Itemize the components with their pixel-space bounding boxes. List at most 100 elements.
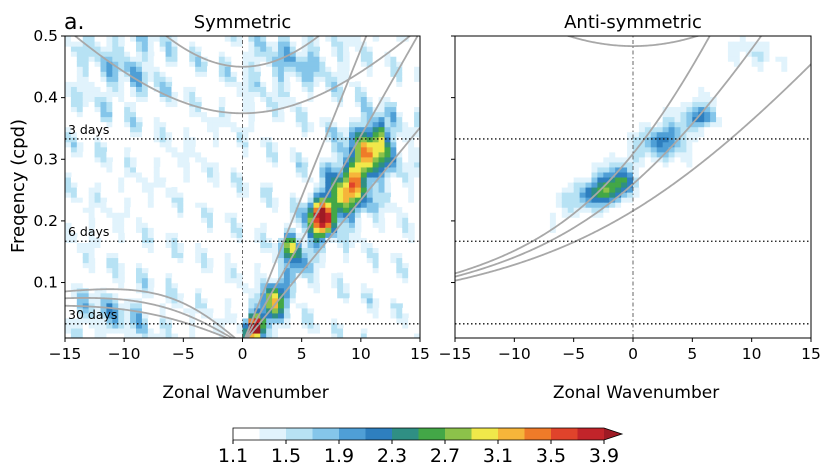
x-tick-label: −5 (562, 345, 585, 363)
power-cell (289, 292, 297, 299)
power-cell (165, 297, 173, 304)
power-cell (248, 332, 255, 338)
power-cell (514, 166, 521, 173)
power-cell (94, 66, 102, 72)
power-cell (722, 272, 729, 279)
colorbar-tick-label: 1.5 (271, 445, 301, 467)
power-cell (301, 121, 309, 128)
power-cell (549, 141, 557, 148)
power-cell (466, 242, 474, 248)
power-cell (230, 161, 238, 168)
power-cell (207, 76, 214, 82)
power-cell (283, 207, 291, 213)
power-cell (793, 272, 800, 279)
power-cell (136, 171, 143, 178)
power-cell (147, 332, 155, 338)
power-cell (414, 166, 420, 173)
power-cell (260, 96, 267, 103)
power-cell (621, 141, 628, 148)
power-cell (301, 116, 309, 123)
power-cell (165, 61, 173, 67)
power-cell (751, 91, 759, 97)
power-cell (159, 307, 167, 314)
power-cell (295, 151, 303, 158)
power-cell (674, 116, 682, 123)
power-cell (722, 91, 729, 97)
power-cell (165, 71, 173, 77)
power-cell (242, 327, 250, 334)
power-cell (349, 166, 356, 173)
power-cell (526, 121, 533, 128)
power-cell (727, 36, 735, 42)
power-cell (88, 202, 96, 208)
power-cell (402, 277, 409, 284)
power-cell (218, 76, 226, 82)
power-cell (130, 257, 137, 264)
power-cell (716, 76, 723, 82)
power-cell (325, 176, 332, 183)
power-cell (88, 71, 96, 77)
power-cell (781, 116, 788, 123)
power-cell (532, 181, 539, 188)
power-cell (278, 287, 285, 294)
power-cell (402, 317, 409, 324)
power-cell (378, 312, 386, 319)
power-cell (195, 41, 202, 47)
power-cell (591, 202, 598, 208)
power-cell (331, 136, 338, 143)
power-cell (201, 247, 208, 254)
power-cell (183, 136, 190, 143)
power-cell (266, 91, 273, 97)
power-cell (183, 262, 190, 269)
power-cell (189, 192, 196, 198)
power-cell (384, 166, 392, 173)
power-cell (112, 222, 119, 228)
power-cell (242, 187, 250, 193)
power-cell (183, 56, 190, 62)
power-cell (153, 96, 161, 103)
power-cell (88, 91, 96, 97)
power-cell (289, 277, 297, 284)
power-cell (408, 272, 415, 279)
power-cell (360, 121, 368, 128)
power-cell (621, 176, 628, 183)
power-cell (727, 272, 735, 279)
power-cell (668, 312, 676, 319)
power-cell (100, 41, 108, 47)
power-cell (212, 181, 220, 188)
power-cell (502, 41, 509, 47)
power-cell (118, 247, 125, 254)
power-cell (159, 232, 167, 238)
power-cell (609, 61, 616, 67)
power-cell (165, 131, 173, 138)
power-cell (638, 81, 646, 87)
power-cell (343, 297, 350, 304)
power-cell (254, 227, 261, 233)
power-cell (496, 101, 504, 108)
power-cell (662, 161, 670, 168)
power-cell (727, 81, 735, 87)
power-cell (212, 121, 220, 128)
power-cell (230, 46, 238, 52)
power-cell (88, 36, 96, 42)
power-cell (70, 227, 78, 233)
power-cell (532, 272, 539, 279)
power-cell (82, 197, 90, 203)
power-cell (408, 176, 415, 183)
power-cell (295, 101, 303, 108)
power-cell (650, 51, 658, 57)
power-cell (266, 252, 273, 259)
power-cell (615, 111, 622, 118)
power-cell (733, 41, 741, 47)
power-cell (396, 317, 403, 324)
power-cell (733, 282, 741, 289)
power-cell (378, 146, 386, 153)
power-cell (591, 151, 598, 158)
power-cell (781, 252, 788, 259)
power-cell (769, 217, 776, 223)
power-cell (490, 66, 498, 72)
power-cell (704, 116, 711, 123)
power-cell (130, 207, 137, 213)
power-cell (177, 212, 184, 218)
power-cell (289, 41, 297, 47)
